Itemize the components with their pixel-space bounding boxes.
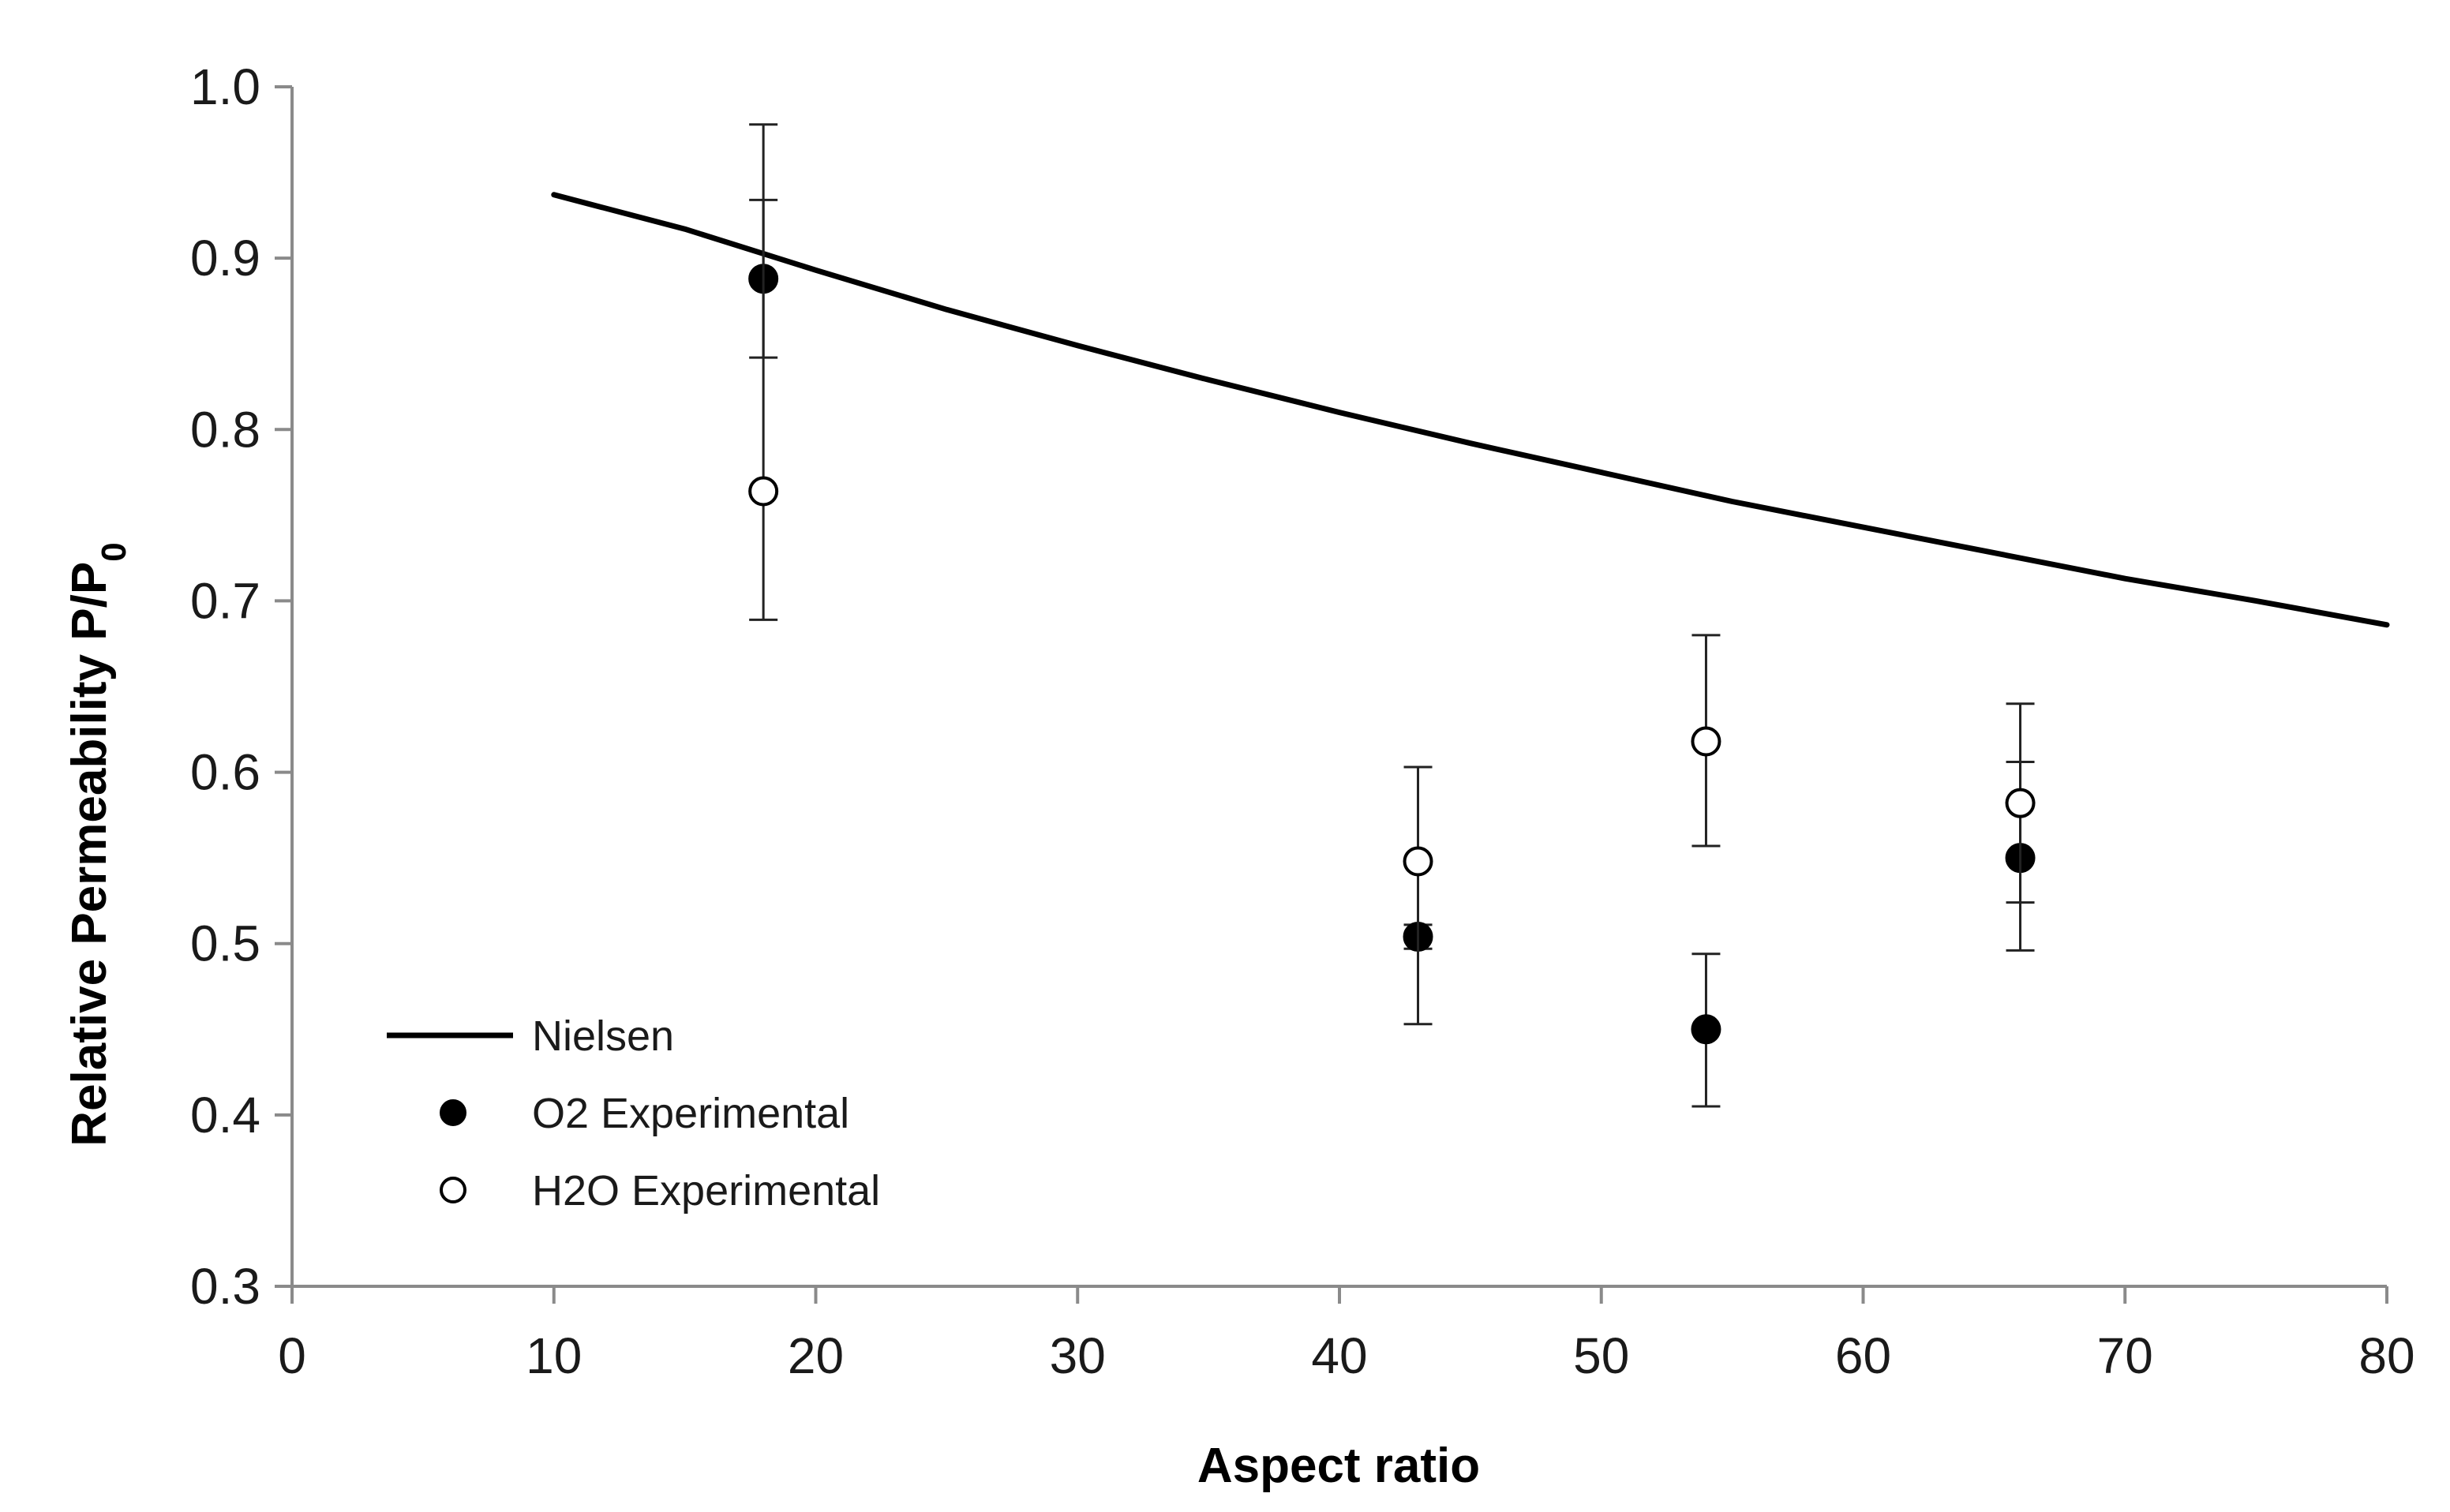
legend-item: O2 Experimental [440,1090,849,1137]
y-tick-label: 0.9 [190,230,260,286]
y-tick-label: 0.4 [190,1087,260,1143]
y-axis-title-main: Relative Permeability P/P [62,562,117,1147]
legend-filled-marker [440,1099,466,1126]
legend: Nielsen O2 Experimental H2O Experimental [387,1012,880,1214]
o2-point-group [1691,952,1721,1108]
x-tick-label: 60 [1835,1327,1891,1384]
y-tick-label: 0.6 [190,744,260,801]
legend-item: Nielsen [387,1012,674,1060]
h2o-point-group [2005,702,2036,952]
legend-label: Nielsen [532,1012,674,1060]
legend-item: H2O Experimental [440,1167,880,1214]
h2o-point-group [1403,765,1433,1026]
x-tick-label: 80 [2358,1327,2414,1384]
o2-point [1691,1014,1721,1045]
h2o-point [748,476,779,507]
legend-open-marker [440,1177,466,1203]
nielsen-curve [551,192,2390,628]
y-tick-label: 0.3 [190,1258,260,1315]
y-tick-label: 1.0 [190,58,260,115]
h2o-point [2005,788,2036,818]
y-tick-label: 0.5 [190,915,260,972]
legend-label: H2O Experimental [532,1167,880,1214]
x-axis-title: Aspect ratio [1197,1439,1480,1493]
y-axis-title: Relative Permeability P/P0 [62,542,133,1146]
y-tick-label: 0.7 [190,572,260,629]
ticks-layer: 0.3 0.4 0.5 0.6 0.7 0.8 0.9 1.0 0 10 20 30 40 50 60 70 8… [190,58,2415,1384]
h2o-point [1691,726,1721,757]
y-tick-label: 0.8 [190,401,260,458]
h2o-point-group [748,123,779,621]
x-tick-label: 0 [278,1327,306,1384]
y-axis-title-subscript: 0 [95,542,133,561]
x-tick-label: 70 [2097,1327,2153,1384]
x-tick-label: 30 [1050,1327,1106,1384]
h2o-point [1403,846,1433,877]
x-tick-label: 50 [1573,1327,1629,1384]
x-tick-label: 20 [788,1327,844,1384]
legend-label: O2 Experimental [532,1090,849,1137]
x-tick-label: 40 [1311,1327,1367,1384]
series-layer [551,123,2390,1108]
x-tick-label: 10 [526,1327,582,1384]
h2o-point-group [1691,634,1721,848]
